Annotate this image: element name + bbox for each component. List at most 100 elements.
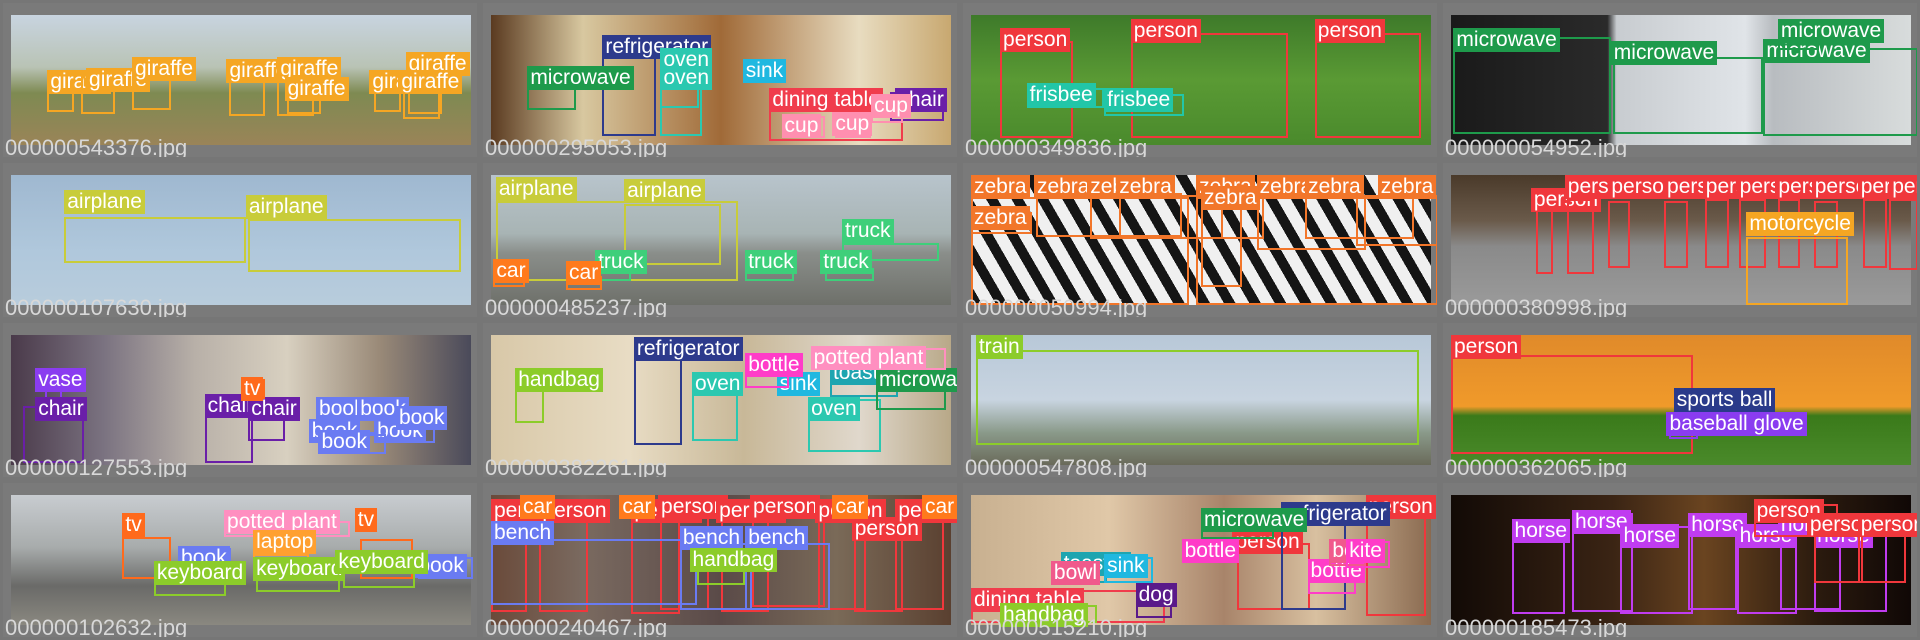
detection-label: bench xyxy=(679,525,744,550)
bounding-box xyxy=(1535,208,1553,275)
detection-label: car xyxy=(619,495,655,519)
detection-label: sink xyxy=(1104,554,1148,579)
detection-label: microwave xyxy=(1777,19,1885,44)
detection-label: keyboard xyxy=(253,556,346,581)
detection-label: microwave xyxy=(875,368,957,393)
detection-label: baseball glove xyxy=(1666,412,1807,437)
detection-label: chair xyxy=(35,396,87,421)
detection-label: handbag xyxy=(689,547,778,572)
image-tile[interactable]: microwave microwave microwave microwave 0000… xyxy=(1443,3,1917,157)
detection-label: microwave xyxy=(1610,41,1718,66)
detection-label: kite xyxy=(1346,539,1385,564)
detection-label: car xyxy=(520,495,556,519)
bounding-box xyxy=(248,219,462,272)
bounding-box xyxy=(1201,199,1243,288)
file-name: 000000349836.jpg xyxy=(965,135,1148,157)
image-tile[interactable]: airplane airplane 000000107630.jpg xyxy=(3,163,477,317)
file-name: 000000240467.jpg xyxy=(485,615,668,637)
image-tile[interactable]: vase chair chair chair tv book book book book boo… xyxy=(3,323,477,477)
image-tile[interactable]: airplane airplane truck truck truck truck car c… xyxy=(483,163,957,317)
file-name: 000000380998.jpg xyxy=(1445,295,1628,317)
detection-label: car xyxy=(493,258,529,283)
bounding-box xyxy=(895,517,944,610)
bounding-box xyxy=(1355,194,1437,246)
detection-label: zebra xyxy=(1377,175,1437,199)
bounding-box xyxy=(1746,236,1849,305)
detection-label: dog xyxy=(1135,583,1177,608)
image-tile[interactable]: refrigerator handbag oven oven sink toaster mi… xyxy=(483,323,957,477)
detection-label: zebra xyxy=(971,205,1030,230)
detection-label: handbag xyxy=(1000,602,1088,627)
bounding-box xyxy=(1889,199,1917,270)
detection-label: keyboard xyxy=(335,550,428,575)
image-tile[interactable]: person person refrigerator microwave bottle b… xyxy=(963,483,1437,637)
detection-label: frisbee xyxy=(1026,83,1096,108)
detection-label: person xyxy=(1451,335,1522,359)
image-tile[interactable]: tv tv potted plant laptop book book keyboard ke… xyxy=(3,483,477,637)
detection-label: potted plant xyxy=(810,346,927,371)
image-tile[interactable]: person sports ball baseball glove 000000362… xyxy=(1443,323,1917,477)
file-name: 000000107630.jpg xyxy=(5,295,188,317)
detection-label: sports ball xyxy=(1673,387,1776,412)
detection-label: horse xyxy=(1511,519,1571,544)
detection-label: oven xyxy=(808,396,860,421)
detection-label: zebra xyxy=(1305,175,1364,199)
detection-label: car xyxy=(921,495,957,519)
detection-label: bottle xyxy=(745,352,803,377)
detection-label: book xyxy=(318,429,371,454)
file-name: 000000382261.jpg xyxy=(485,455,668,477)
image-tile[interactable]: personpersonpersonpersonpersonpersonpers… xyxy=(483,483,957,637)
detection-label: frisbee xyxy=(1104,87,1174,112)
image-tile[interactable]: person person person frisbee frisbee 00000034… xyxy=(963,3,1437,157)
detection-label: person xyxy=(750,495,821,519)
image-tile[interactable]: giraffe giraffe giraffe giraffe giraffe giraf… xyxy=(3,3,477,157)
bounding-box xyxy=(122,536,171,579)
detection-label: cup xyxy=(781,114,822,139)
detection-label: giraffe xyxy=(398,70,463,95)
detection-label: motorcycle xyxy=(1746,212,1854,237)
file-name: 000000362065.jpg xyxy=(1445,455,1628,477)
bounding-box xyxy=(1705,199,1730,268)
bounding-box xyxy=(1130,32,1289,139)
bounding-box xyxy=(1613,56,1764,134)
bounding-box xyxy=(1451,354,1694,454)
detection-label: oven xyxy=(660,65,713,90)
detection-label: person xyxy=(1232,530,1303,555)
detection-label: giraffe xyxy=(284,76,349,101)
detection-label: zebra xyxy=(1201,186,1260,211)
file-name: 000000295053.jpg xyxy=(485,135,668,157)
detection-label: horse xyxy=(1572,510,1631,535)
detection-label: person xyxy=(1000,28,1071,53)
detection-label: tv xyxy=(241,376,264,401)
detection-label: refrigerator xyxy=(633,337,743,362)
detection-label: dining table xyxy=(769,87,883,112)
file-name: 000000054952.jpg xyxy=(1445,135,1628,157)
file-name: 000000547808.jpg xyxy=(965,455,1148,477)
detection-label: car xyxy=(832,495,868,519)
bounding-box xyxy=(1567,199,1594,275)
detection-label: bottle xyxy=(1181,539,1239,564)
detection-label: person xyxy=(1857,512,1917,537)
detection-label: microwave xyxy=(527,65,634,90)
detection-label: handbag xyxy=(515,368,603,393)
detection-label: person xyxy=(1130,19,1201,44)
detection-label: cup xyxy=(832,111,873,136)
image-tile[interactable]: horsehorsehorsehorsehorsehorsehorseperso… xyxy=(1443,483,1917,637)
image-tile[interactable]: refrigerator microwave oven oven sink dining … xyxy=(483,3,957,157)
bounding-box xyxy=(64,216,246,264)
bounding-box xyxy=(1118,194,1264,239)
detection-label: bench xyxy=(745,525,809,550)
detection-label: zebra xyxy=(1033,175,1093,199)
detection-label: truck xyxy=(745,249,797,274)
detection-label: laptop xyxy=(253,530,317,555)
image-tile[interactable]: train 000000547808.jpg xyxy=(963,323,1437,477)
detection-label: keyboard xyxy=(153,561,247,586)
image-tile[interactable]: zebra zebra zebra zebra zebra zebra zebra zebra… xyxy=(963,163,1437,317)
detection-label: sink xyxy=(742,59,787,84)
detection-label: airplane xyxy=(64,190,145,215)
detection-label: bench xyxy=(491,521,555,546)
detection-label: train xyxy=(975,335,1023,359)
detection-label: tv xyxy=(354,508,378,533)
